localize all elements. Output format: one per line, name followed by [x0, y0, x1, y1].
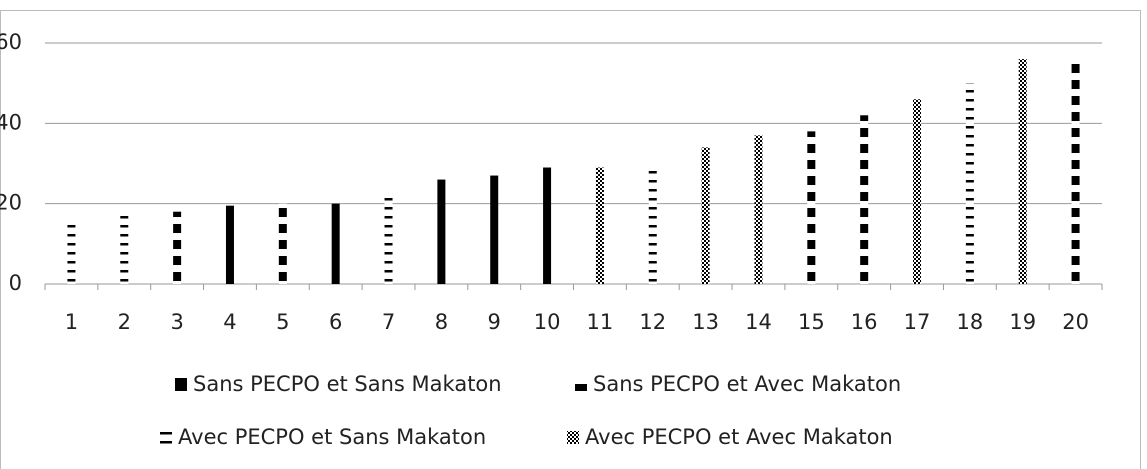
- legend-swatch: [575, 378, 587, 391]
- bar: [173, 211, 182, 284]
- legend-label: Sans PECPO et Sans Makaton: [193, 372, 502, 396]
- bar: [1018, 59, 1027, 284]
- bar: [595, 167, 604, 284]
- bar: [384, 191, 393, 284]
- x-tick-label: 6: [329, 310, 342, 334]
- x-tick-label: 8: [435, 310, 448, 334]
- x-tick-label: 15: [798, 310, 825, 334]
- x-tick-label: 18: [957, 310, 984, 334]
- x-tick-label: 11: [587, 310, 614, 334]
- bar: [807, 131, 816, 284]
- x-tick-label: 10: [534, 310, 561, 334]
- x-tick-label: 9: [488, 310, 501, 334]
- x-tick-label: 12: [639, 310, 666, 334]
- bar: [67, 219, 76, 284]
- x-tick-label: 7: [382, 310, 395, 334]
- y-tick-label: 20: [0, 191, 22, 215]
- bar: [278, 203, 287, 284]
- bar: [490, 175, 499, 284]
- bar: [965, 83, 974, 285]
- x-tick-label: 17: [904, 310, 931, 334]
- bar: [1071, 59, 1080, 284]
- bar: [331, 203, 340, 284]
- bar: [437, 179, 446, 284]
- y-tick-label: 0: [9, 271, 22, 295]
- legend-label: Avec PECPO et Avec Makaton: [585, 425, 893, 449]
- bar: [225, 205, 234, 284]
- bar: [120, 215, 129, 284]
- x-tick-label: 16: [851, 310, 878, 334]
- x-tick-label: 1: [65, 310, 78, 334]
- x-tick-label: 19: [1009, 310, 1036, 334]
- x-tick-label: 4: [223, 310, 236, 334]
- x-tick-label: 2: [118, 310, 131, 334]
- x-tick-label: 13: [692, 310, 719, 334]
- x-tick-label: 5: [276, 310, 289, 334]
- legend-label: Sans PECPO et Avec Makaton: [593, 372, 901, 396]
- legend-label: Avec PECPO et Sans Makaton: [178, 425, 486, 449]
- legend-swatch: [567, 431, 579, 444]
- bar: [913, 99, 922, 284]
- bar: [860, 115, 869, 284]
- bar: [701, 147, 710, 284]
- x-tick-label: 14: [745, 310, 772, 334]
- bar: [754, 135, 763, 284]
- chart-border: [0, 10, 1141, 469]
- bar: [648, 167, 657, 284]
- legend-swatch: [175, 378, 187, 391]
- y-tick-label: 40: [0, 110, 22, 134]
- legend-swatch: [160, 431, 172, 444]
- x-tick-label: 20: [1062, 310, 1089, 334]
- x-tick-label: 3: [170, 310, 183, 334]
- y-tick-label: 60: [0, 30, 22, 54]
- bar: [543, 167, 552, 284]
